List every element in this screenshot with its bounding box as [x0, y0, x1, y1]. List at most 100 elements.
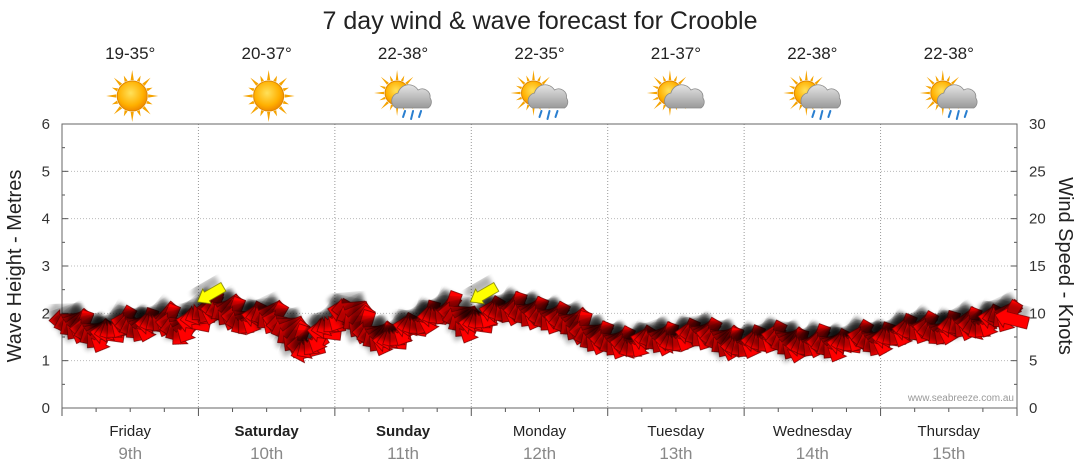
sun-ray: [526, 75, 530, 82]
sun-ray: [805, 70, 808, 81]
sun-ray: [380, 76, 389, 85]
day-date-label: 13th: [659, 444, 692, 463]
cloud-shape: [936, 84, 978, 109]
sun-ray: [515, 85, 523, 90]
sun-ray: [123, 75, 128, 82]
temperature-label: 21-37°: [651, 44, 701, 63]
sun-disc: [253, 80, 285, 112]
sun-ray: [380, 101, 389, 110]
right-tick-label: 25: [1029, 163, 1046, 180]
left-tick-label: 3: [42, 258, 50, 275]
sun-ray: [673, 75, 678, 82]
sun-ray: [926, 76, 935, 85]
sun-ray: [273, 75, 278, 82]
rain-drop: [402, 110, 407, 118]
sun-ray: [935, 75, 940, 82]
sun-ray: [517, 76, 526, 85]
day-name-label: Thursday: [918, 423, 981, 440]
sun-ray: [278, 106, 288, 115]
sun-ray: [130, 111, 134, 122]
right-axis-ticks: 0 5 10 15 20 25 30: [1029, 116, 1046, 417]
sun-cloud-rain-icon: [374, 70, 432, 120]
right-tick-label: 20: [1029, 211, 1046, 228]
day-name-label: Sunday: [376, 423, 431, 440]
rain-drop: [955, 110, 960, 120]
left-tick-label: 1: [42, 353, 50, 370]
sun-ray: [662, 104, 667, 111]
sun-ray: [250, 77, 259, 86]
day-date-label: 14th: [796, 444, 829, 463]
sun-ray: [668, 105, 672, 116]
sun-ray: [405, 76, 414, 85]
sun-ray: [532, 105, 535, 116]
rain-drop: [963, 110, 968, 118]
rain-drop: [811, 110, 816, 118]
sun-cloud-icon: [646, 70, 705, 116]
day-name-label: Friday: [109, 423, 151, 440]
wind-arrows: [48, 290, 1030, 364]
sun-ray: [799, 75, 803, 82]
sun-ray: [541, 76, 550, 85]
sun-ray: [284, 94, 295, 98]
rain-drop: [947, 110, 952, 118]
rain-drop: [410, 110, 415, 120]
day-date-label: 15th: [932, 444, 965, 463]
sun-icon: [106, 70, 159, 122]
sun-ray: [106, 94, 117, 98]
sun-ray: [946, 75, 951, 82]
sun-ray: [799, 104, 803, 111]
day-name-label: Tuesday: [647, 423, 704, 440]
sun-cloud-rain-icon: [510, 70, 569, 120]
sun-ray: [123, 110, 128, 117]
left-axis-ticks: 0 1 2 3 4 5 6: [42, 116, 50, 417]
plot-border: [61, 123, 1018, 409]
right-tick-label: 15: [1029, 258, 1046, 275]
sun-ray: [783, 91, 794, 95]
temperature-label: 19-35°: [105, 44, 155, 63]
sun-ray: [379, 96, 386, 101]
sun-ray: [113, 106, 123, 115]
sun-ray: [652, 85, 659, 90]
day-name-label: Wednesday: [773, 423, 852, 440]
sun-ray: [260, 110, 265, 117]
rain-drop: [418, 110, 423, 118]
sun-ray: [925, 96, 932, 101]
sun-ray: [148, 94, 159, 98]
sun-ray: [282, 100, 289, 105]
sun-ray: [278, 77, 288, 86]
sun-ray: [790, 101, 799, 110]
sun-ray: [652, 96, 659, 101]
sun-ray: [395, 70, 399, 81]
sun-ray: [248, 87, 255, 92]
sun-ray: [532, 70, 535, 81]
wave-arrows: [196, 282, 500, 305]
sun-ray: [130, 70, 134, 81]
sun-cloud-rain-icon: [783, 70, 842, 120]
sun-ray: [919, 91, 930, 95]
temperature-label: 22-35°: [514, 44, 564, 63]
day-name-label: Saturday: [235, 423, 300, 440]
day-date-label: 12th: [523, 444, 556, 463]
left-tick-label: 2: [42, 305, 50, 322]
cloud-shape: [664, 84, 705, 109]
sun-ray: [788, 96, 795, 101]
sun-ray: [814, 76, 823, 85]
sun-ray: [136, 75, 141, 82]
day-name-label: Monday: [513, 423, 567, 440]
temperature-label: 22-38°: [378, 44, 428, 63]
sun-ray: [379, 85, 386, 90]
sun-ray: [267, 111, 271, 122]
sun-ray: [260, 75, 265, 82]
sun-ray: [282, 87, 289, 92]
day-date-label: 9th: [118, 444, 142, 463]
sun-ray: [925, 85, 932, 90]
rain-drop: [546, 110, 551, 120]
sun-ray: [662, 75, 667, 82]
sun-ray: [935, 104, 940, 111]
left-tick-label: 5: [42, 163, 50, 180]
sun-ray: [111, 87, 119, 92]
right-tick-label: 0: [1029, 400, 1037, 417]
left-axis-label: Wave Height - Metres: [4, 170, 26, 363]
temperature-label: 20-37°: [242, 44, 292, 63]
sun-ray: [510, 91, 521, 95]
